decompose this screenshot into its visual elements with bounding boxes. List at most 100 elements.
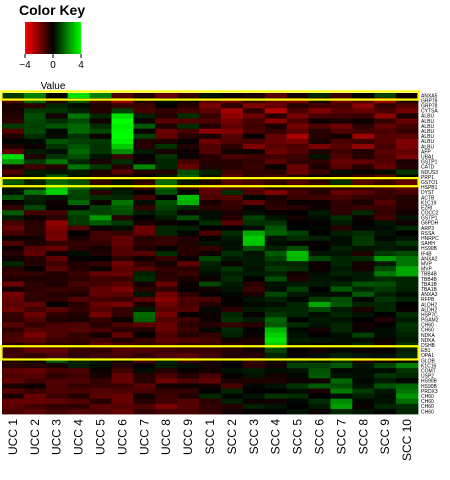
heatmap-cell: [67, 200, 90, 206]
heatmap-cell: [242, 383, 266, 389]
heatmap-cell: [286, 215, 309, 221]
heatmap-cell: [199, 327, 222, 333]
row-label: SAHH: [421, 241, 435, 247]
heatmap-cell: [111, 123, 134, 130]
heatmap-cell: [2, 154, 25, 160]
heatmap-cell: [330, 408, 353, 415]
heatmap-cell: [374, 138, 397, 145]
heatmap-cell: [286, 245, 309, 252]
heatmap-cell: [45, 154, 69, 160]
heatmap-cell: [2, 194, 25, 201]
heatmap-cell: [199, 261, 222, 267]
heatmap-cell: [177, 194, 200, 201]
heatmap-cell: [89, 322, 112, 328]
heatmap-cell: [199, 225, 222, 231]
heatmap-cell: [286, 403, 309, 410]
heatmap-cell: [45, 327, 69, 333]
heatmap-cell: [352, 184, 375, 191]
heatmap-cell: [177, 159, 200, 165]
heatmap-cell: [308, 128, 331, 135]
heatmap-cell: [155, 138, 178, 145]
heatmap-cell: [286, 189, 309, 196]
column-label: UCC 3: [50, 419, 64, 455]
heatmap-cell: [264, 103, 288, 109]
heatmap-cell: [155, 357, 178, 364]
heatmap-cell: [242, 291, 266, 298]
column-label: SCC 5: [291, 419, 305, 455]
row-label: ANXA3: [421, 292, 438, 298]
heatmap-cell: [264, 312, 288, 318]
row-label: CH60: [421, 394, 434, 400]
heatmap-cell: [264, 200, 288, 206]
heatmap-cell: [374, 373, 397, 379]
heatmap-cell: [67, 408, 90, 415]
heatmap-cell: [330, 159, 353, 165]
row-label: ANXA2: [421, 256, 438, 262]
heatmap-cell: [264, 235, 288, 242]
heatmap-cell: [199, 93, 222, 99]
heatmap-cell: [67, 378, 90, 384]
heatmap-cell: [286, 225, 309, 231]
heatmap-cell: [396, 291, 419, 298]
column-label: SCC 7: [334, 419, 348, 455]
heatmap-cell: [177, 296, 200, 303]
heatmap-cell: [396, 312, 419, 318]
heatmap-cell: [133, 363, 156, 369]
heatmap-cell: [220, 118, 244, 124]
heatmap-cell: [23, 118, 47, 124]
heatmap-cell: [111, 388, 134, 395]
heatmap-cell: [177, 108, 200, 114]
heatmap-cell: [286, 281, 309, 288]
heatmap-cell: [374, 337, 397, 344]
heatmap-cell: [396, 200, 419, 206]
heatmap-cell: [352, 205, 375, 211]
heatmap-cell: [352, 408, 375, 415]
heatmap-cell: [23, 296, 47, 303]
heatmap-cell: [330, 245, 353, 252]
heatmap-cell: [89, 281, 112, 288]
heatmap-cell: [264, 179, 288, 186]
heatmap-cell: [111, 363, 134, 369]
heatmap-cell: [242, 184, 266, 191]
heatmap-cell: [264, 373, 288, 379]
heatmap-cell: [155, 98, 178, 104]
heatmap-cell: [111, 337, 134, 344]
heatmap-cell: [155, 327, 178, 333]
heatmap-cell: [308, 230, 331, 237]
heatmap-cell: [220, 143, 244, 150]
heatmap-cell: [67, 210, 90, 216]
heatmap-cell: [242, 164, 266, 170]
column-label: SCC 9: [378, 419, 392, 455]
heatmap-cell: [374, 215, 397, 221]
heatmap-cell: [286, 103, 309, 109]
heatmap-cell: [133, 235, 156, 242]
heatmap-cell: [133, 368, 156, 374]
heatmap-cell: [242, 220, 266, 226]
heatmap-cell: [396, 256, 419, 262]
row-label: GSTP1: [421, 160, 438, 166]
heatmap-cell: [45, 307, 69, 313]
heatmap-cell: [308, 210, 331, 216]
row-label: HS90B: [421, 246, 438, 252]
heatmap-cell: [396, 245, 419, 252]
heatmap-cell: [89, 383, 112, 389]
heatmap-cell: [199, 378, 222, 384]
heatmap-cell: [199, 143, 222, 150]
heatmap-cell: [67, 143, 90, 150]
row-label: G6PDH: [421, 221, 439, 227]
heatmap-cell: [177, 256, 200, 262]
heatmap-cell: [133, 118, 156, 124]
heatmap-cell: [220, 164, 244, 170]
heatmap-cell: [89, 245, 112, 252]
heatmap-cell: [89, 301, 112, 308]
heatmap-cell: [45, 93, 69, 99]
heatmap-cell: [89, 256, 112, 262]
heatmap-cell: [308, 164, 331, 170]
heatmap-cell: [133, 128, 156, 135]
heatmap-cell: [45, 286, 69, 293]
heatmap-cell: [89, 363, 112, 369]
heatmap-cell: [111, 210, 134, 216]
heatmap-cell: [199, 205, 222, 211]
heatmap-cell: [177, 393, 200, 400]
heatmap-cell: [330, 373, 353, 379]
